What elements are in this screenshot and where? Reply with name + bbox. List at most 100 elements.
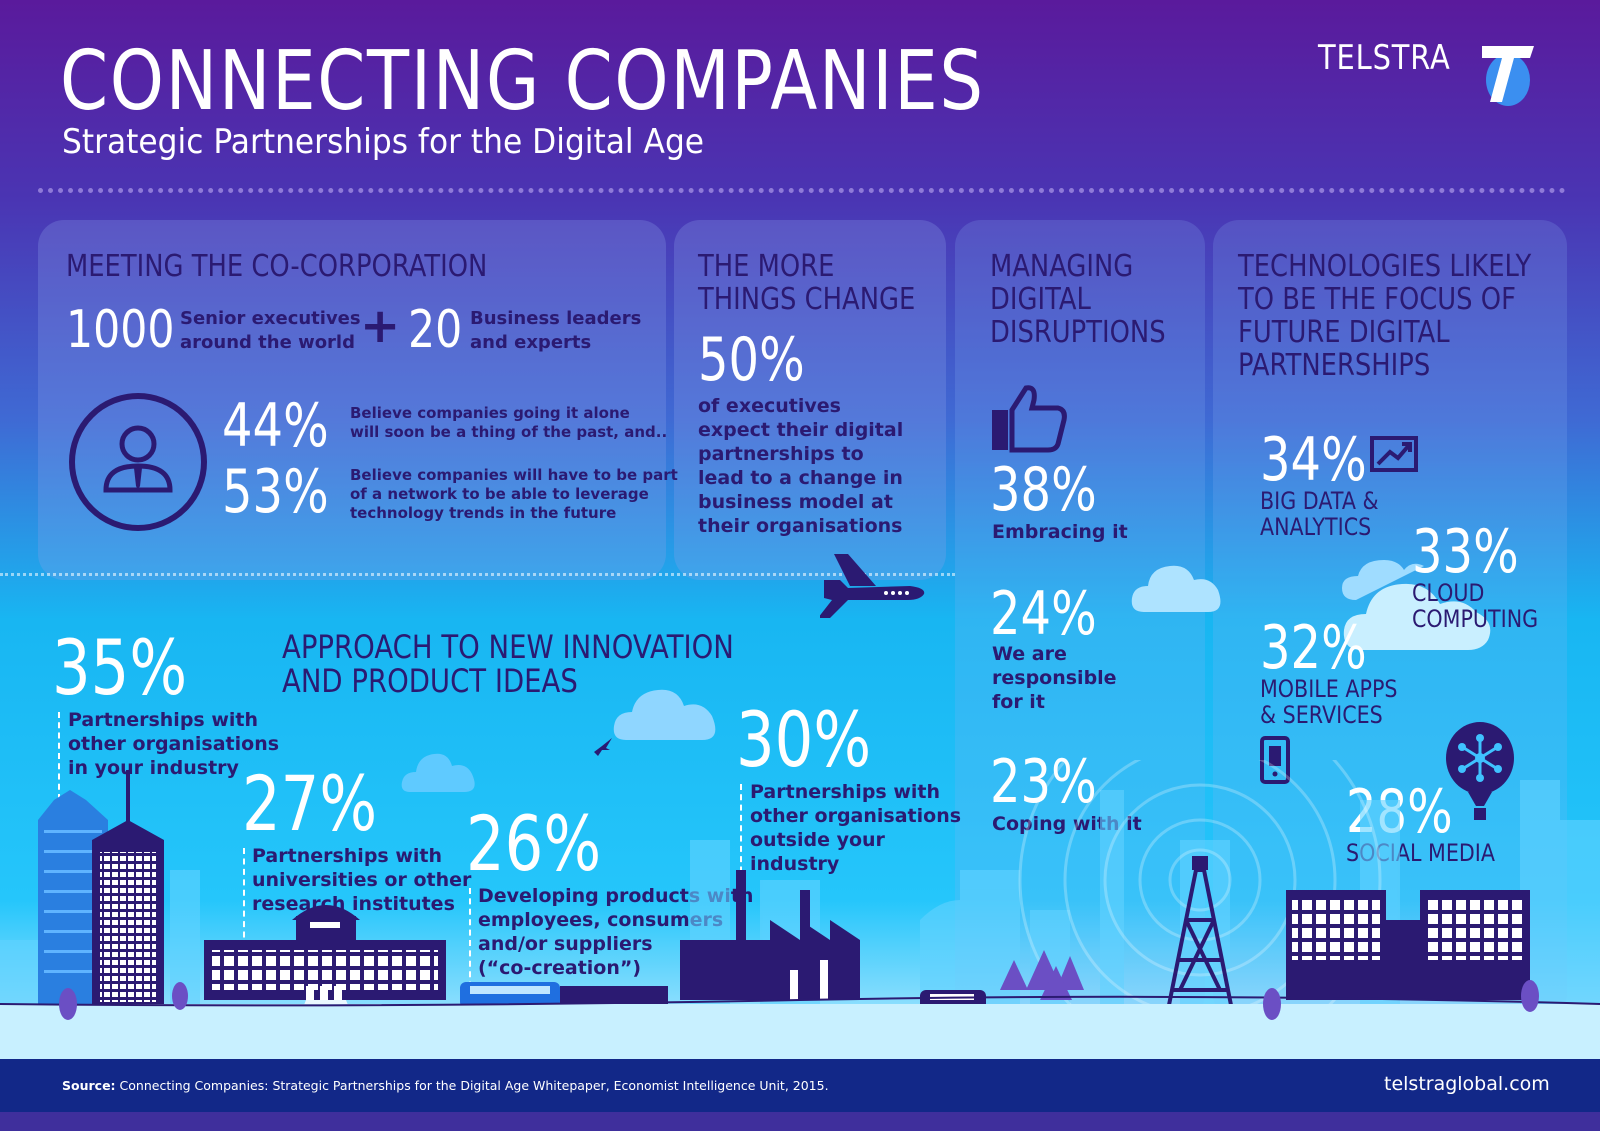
cloud-icon — [1342, 560, 1491, 650]
stat-desc-line: Believe companies going it alone — [350, 404, 630, 422]
stat-desc-line: technology trends in the future — [350, 504, 617, 522]
airplane-icon — [820, 554, 925, 618]
executives-label: Senior executives around the world — [180, 307, 361, 355]
approach-35-desc: Partnerships with other organisations in… — [68, 708, 279, 780]
tech-label-line: COMPUTING — [1412, 605, 1539, 633]
executives-label-line: around the world — [180, 332, 355, 353]
change-desc-line: their organisations — [698, 515, 903, 537]
disruption-label-line: for it — [992, 691, 1045, 713]
tech-label-line: & SERVICES — [1260, 701, 1383, 729]
approach-desc-line: (“co-creation”) — [478, 957, 642, 979]
chart-trend-icon — [1370, 436, 1418, 472]
change-desc-line: lead to a change in — [698, 467, 903, 489]
telstra-logo-icon — [1482, 46, 1534, 106]
stat-53: 53% — [222, 457, 329, 527]
approach-27-desc: Partnerships with universities or other … — [252, 844, 471, 916]
footer-bar — [0, 1059, 1600, 1112]
approach-35-dash — [58, 712, 60, 800]
tech-32: 32% — [1260, 613, 1367, 683]
stat-53-desc: Believe companies will have to be part o… — [350, 466, 678, 523]
panel-change — [674, 220, 946, 580]
approach-desc-line: research institutes — [252, 893, 455, 915]
disruption-label-line: responsible — [992, 667, 1117, 689]
disruptions-title-line: MANAGING — [990, 249, 1134, 284]
change-desc-line: of executives — [698, 395, 841, 417]
meeting-title: MEETING THE CO-CORPORATION — [66, 249, 488, 284]
change-desc-line: business model at — [698, 491, 893, 513]
change-desc-line: partnerships to — [698, 443, 864, 465]
approach-title: APPROACH TO NEW INNOVATION AND PRODUCT I… — [282, 630, 734, 698]
approach-desc-line: Developing products with — [478, 885, 754, 907]
website-link[interactable]: telstraglobal.com — [1384, 1073, 1550, 1095]
approach-35: 35% — [52, 623, 188, 712]
horizon-divider — [0, 573, 955, 576]
approach-desc-line: employees, consumers — [478, 909, 724, 931]
approach-30: 30% — [736, 695, 872, 784]
leaders-label: Business leaders and experts — [470, 307, 641, 355]
stat-44: 44% — [222, 391, 329, 461]
approach-desc-line: Partnerships with — [68, 709, 259, 731]
change-desc: of executives expect their digital partn… — [698, 394, 903, 538]
approach-26-desc: Developing products with employees, cons… — [478, 884, 753, 980]
disruptions-title: MANAGING DIGITAL DISRUPTIONS — [990, 250, 1166, 349]
footer-strip — [0, 1112, 1600, 1131]
change-title-line: THE MORE — [698, 249, 835, 284]
approach-26: 26% — [466, 799, 602, 888]
source-label: Source: — [62, 1078, 116, 1093]
approach-desc-line: and/or suppliers — [478, 933, 653, 955]
disruptions-title-line: DISRUPTIONS — [990, 315, 1166, 350]
approach-27: 27% — [242, 759, 378, 848]
disruption-24-label: We are responsible for it — [992, 642, 1117, 714]
technologies-title: TECHNOLOGIES LIKELY TO BE THE FOCUS OF F… — [1238, 250, 1531, 382]
plus-sign: + — [360, 298, 401, 354]
approach-30-dash — [740, 784, 742, 924]
panel-meeting — [38, 220, 666, 580]
stat-desc-line: Believe companies will have to be part — [350, 466, 678, 484]
source-text: Connecting Companies: Strategic Partners… — [119, 1078, 829, 1093]
leaders-label-line: and experts — [470, 332, 592, 353]
approach-desc-line: Partnerships with — [252, 845, 443, 867]
approach-desc-line: industry — [750, 853, 840, 875]
cloud-icon — [1131, 565, 1221, 612]
tech-33-label: CLOUD COMPUTING — [1412, 580, 1538, 632]
approach-27-dash — [243, 848, 245, 948]
tech-34-label: BIG DATA & ANALYTICS — [1260, 488, 1379, 540]
cloud-icon — [401, 753, 475, 792]
cloud-icon — [613, 689, 716, 740]
tech-32-label: MOBILE APPS & SERVICES — [1260, 676, 1398, 728]
stat-desc-line: will soon be a thing of the past, and.. — [350, 423, 668, 441]
network-balloon-icon — [1446, 722, 1514, 820]
smartphone-icon — [1260, 736, 1290, 784]
approach-desc-line: in your industry — [68, 757, 239, 779]
bird-icon — [594, 738, 612, 756]
tech-34: 34% — [1260, 425, 1367, 495]
disruption-38-label: Embracing it — [992, 521, 1128, 543]
disruptions-title-line: DIGITAL — [990, 282, 1091, 317]
approach-desc-line: Partnerships with — [750, 781, 941, 803]
disruption-38: 38% — [990, 455, 1097, 525]
approach-30-desc: Partnerships with other organisations ou… — [750, 780, 961, 876]
page-title: CONNECTING COMPANIES — [60, 34, 985, 129]
executives-label-line: Senior executives — [180, 308, 361, 329]
source-note: Source: Connecting Companies: Strategic … — [62, 1078, 829, 1093]
change-value: 50% — [698, 325, 805, 395]
businessperson-icon — [69, 393, 207, 531]
approach-title-line: AND PRODUCT IDEAS — [282, 662, 578, 700]
page-subtitle: Strategic Partnerships for the Digital A… — [62, 122, 705, 162]
technologies-title-line: FUTURE DIGITAL — [1238, 315, 1450, 350]
disruption-23: 23% — [990, 747, 1097, 817]
tech-33: 33% — [1412, 517, 1519, 587]
change-title: THE MORE THINGS CHANGE — [698, 250, 915, 316]
tech-label-line: MOBILE APPS — [1260, 675, 1398, 703]
header-divider — [38, 188, 1566, 193]
approach-desc-line: other organisations — [68, 733, 280, 755]
stat-desc-line: of a network to be able to leverage — [350, 485, 649, 503]
approach-26-dash — [469, 888, 471, 998]
technologies-title-line: PARTNERSHIPS — [1238, 348, 1431, 383]
change-title-line: THINGS CHANGE — [698, 282, 916, 317]
approach-title-line: APPROACH TO NEW INNOVATION — [282, 628, 734, 666]
technologies-title-line: TECHNOLOGIES LIKELY — [1238, 249, 1532, 284]
disruption-24: 24% — [990, 579, 1097, 649]
brand-name: TELSTRA — [1318, 38, 1451, 78]
change-desc-line: expect their digital — [698, 419, 904, 441]
